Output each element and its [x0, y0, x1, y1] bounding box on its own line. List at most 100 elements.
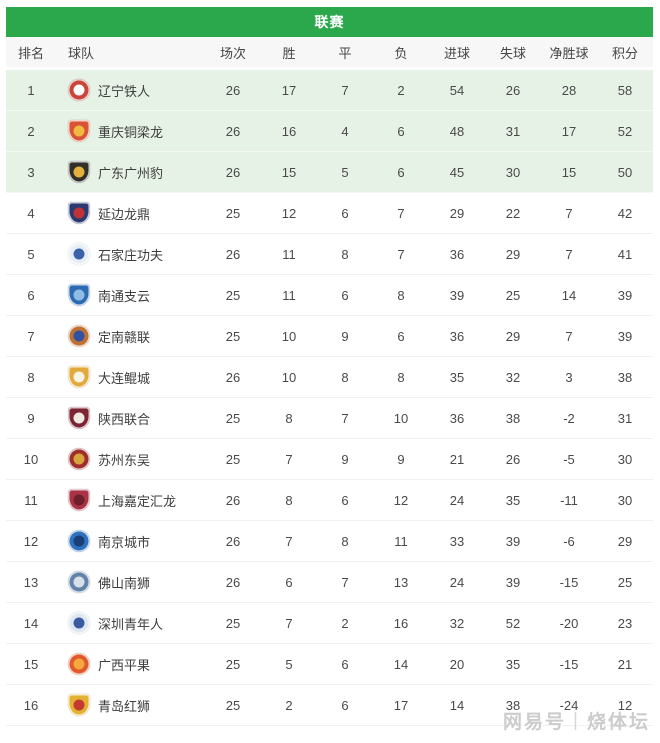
team-logo-icon — [68, 407, 90, 429]
rank-cell: 8 — [27, 369, 35, 385]
goals-against-cell: 26 — [505, 82, 521, 98]
draws-cell: 8 — [341, 533, 349, 549]
losses-cell: 10 — [393, 410, 409, 426]
watermark: 网易号 | 烧体坛 — [503, 707, 650, 734]
goals-for-cell: 36 — [449, 410, 465, 426]
goals-for-cell: 21 — [449, 451, 465, 467]
table-row[interactable]: 8 大连鲲城 26 10 8 8 35 32 3 38 — [6, 357, 653, 398]
losses-cell: 13 — [393, 574, 409, 590]
rank-cell: 6 — [27, 287, 35, 303]
wins-cell: 10 — [281, 328, 297, 344]
table-row[interactable]: 13 佛山南狮 26 6 7 13 24 39 -15 25 — [6, 562, 653, 603]
table-row[interactable]: 2 重庆铜梁龙 26 16 4 6 48 31 17 52 — [6, 111, 653, 152]
table-row[interactable]: 3 广东广州豹 26 15 5 6 45 30 15 50 — [6, 152, 653, 193]
goal-difference-cell: 17 — [561, 123, 577, 139]
goal-difference-cell: -24 — [559, 697, 579, 713]
team-name: 石家庄功夫 — [98, 247, 164, 263]
goals-against-cell: 52 — [505, 615, 521, 631]
rank-cell: 16 — [23, 697, 39, 713]
losses-cell: 12 — [393, 492, 409, 508]
goal-difference-cell: -5 — [563, 451, 575, 467]
draws-cell: 6 — [341, 205, 349, 221]
rank-cell: 15 — [23, 656, 39, 672]
wins-cell: 6 — [285, 574, 293, 590]
team-cell: 广东广州豹 — [56, 161, 205, 183]
column-header-losses: 负 — [394, 45, 408, 61]
points-cell: 30 — [617, 451, 633, 467]
team-cell: 陕西联合 — [56, 407, 205, 429]
team-logo-icon — [68, 694, 90, 716]
team-logo-icon — [68, 530, 90, 552]
losses-cell: 9 — [397, 451, 405, 467]
team-logo-inner — [73, 125, 85, 137]
table-row[interactable]: 14 深圳青年人 25 7 2 16 32 52 -20 23 — [6, 603, 653, 644]
team-logo-icon — [68, 571, 90, 593]
table-row[interactable]: 9 陕西联合 25 8 7 10 36 38 -2 31 — [6, 398, 653, 439]
losses-cell: 14 — [393, 656, 409, 672]
team-cell: 大连鲲城 — [56, 366, 205, 388]
draws-cell: 9 — [341, 328, 349, 344]
team-logo-inner — [73, 166, 85, 178]
draws-cell: 8 — [341, 246, 349, 262]
rank-cell: 9 — [27, 410, 35, 426]
points-cell: 30 — [617, 492, 633, 508]
team-name: 辽宁铁人 — [98, 83, 151, 99]
team-cell: 广西平果 — [56, 653, 205, 675]
column-header-goal-difference: 净胜球 — [549, 45, 589, 61]
points-cell: 31 — [617, 410, 633, 426]
team-logo-icon — [68, 243, 90, 265]
losses-cell: 7 — [397, 205, 405, 221]
table-row[interactable]: 15 广西平果 25 5 6 14 20 35 -15 21 — [6, 644, 653, 685]
league-standings-page: 联赛 排名 球队 场次 胜 平 负 进球 失球 净胜球 积分 1 辽宁铁人 26… — [6, 7, 653, 733]
table-row[interactable]: 16 青岛红狮 25 2 6 17 14 38 -24 12 — [6, 685, 653, 726]
table-row[interactable]: 10 苏州东吴 25 7 9 9 21 26 -5 30 — [6, 439, 653, 480]
team-logo-inner — [73, 494, 85, 506]
table-row[interactable]: 1 辽宁铁人 26 17 7 2 54 26 28 58 — [6, 70, 653, 111]
table-row[interactable]: 11 上海嘉定汇龙 26 8 6 12 24 35 -11 30 — [6, 480, 653, 521]
points-cell: 42 — [617, 205, 633, 221]
goals-for-cell: 29 — [449, 205, 465, 221]
team-logo-inner — [73, 453, 85, 465]
team-logo-icon — [68, 653, 90, 675]
column-header-played: 场次 — [219, 45, 246, 61]
wins-cell: 11 — [282, 287, 296, 303]
team-logo-inner — [73, 535, 85, 547]
table-row[interactable]: 7 定南赣联 25 10 9 6 36 29 7 39 — [6, 316, 653, 357]
rank-cell: 7 — [27, 328, 35, 344]
draws-cell: 6 — [341, 287, 349, 303]
team-name: 广东广州豹 — [98, 165, 164, 181]
table-row[interactable]: 6 南通支云 25 11 6 8 39 25 14 39 — [6, 275, 653, 316]
column-header-team: 球队 — [68, 45, 95, 61]
draws-cell: 7 — [341, 574, 349, 590]
team-cell: 佛山南狮 — [56, 571, 205, 593]
draws-cell: 7 — [341, 82, 349, 98]
table-row[interactable]: 5 石家庄功夫 26 11 8 7 36 29 7 41 — [6, 234, 653, 275]
table-row[interactable]: 4 延边龙鼎 25 12 6 7 29 22 7 42 — [6, 193, 653, 234]
team-name: 大连鲲城 — [98, 370, 151, 386]
goals-for-cell: 48 — [449, 123, 465, 139]
wins-cell: 11 — [282, 246, 296, 262]
team-logo-inner — [73, 699, 85, 711]
points-cell: 29 — [617, 533, 633, 549]
points-cell: 41 — [617, 246, 633, 262]
points-cell: 50 — [617, 164, 633, 180]
team-logo-inner — [73, 371, 85, 383]
team-name: 延边龙鼎 — [98, 206, 151, 222]
played-cell: 25 — [225, 287, 241, 303]
draws-cell: 6 — [341, 656, 349, 672]
losses-cell: 16 — [393, 615, 409, 631]
goal-difference-cell: -2 — [563, 410, 575, 426]
played-cell: 25 — [225, 451, 241, 467]
goal-difference-cell: 7 — [565, 246, 573, 262]
goals-against-cell: 29 — [505, 328, 521, 344]
played-cell: 26 — [225, 246, 241, 262]
goals-for-cell: 39 — [449, 287, 465, 303]
column-header-wins: 胜 — [282, 45, 296, 61]
draws-cell: 6 — [341, 492, 349, 508]
losses-cell: 6 — [397, 123, 405, 139]
draws-cell: 7 — [341, 410, 349, 426]
team-cell: 重庆铜梁龙 — [56, 120, 205, 142]
team-logo-inner — [73, 207, 85, 219]
watermark-brand: 网易号 — [503, 712, 567, 733]
table-row[interactable]: 12 南京城市 26 7 8 11 33 39 -6 29 — [6, 521, 653, 562]
